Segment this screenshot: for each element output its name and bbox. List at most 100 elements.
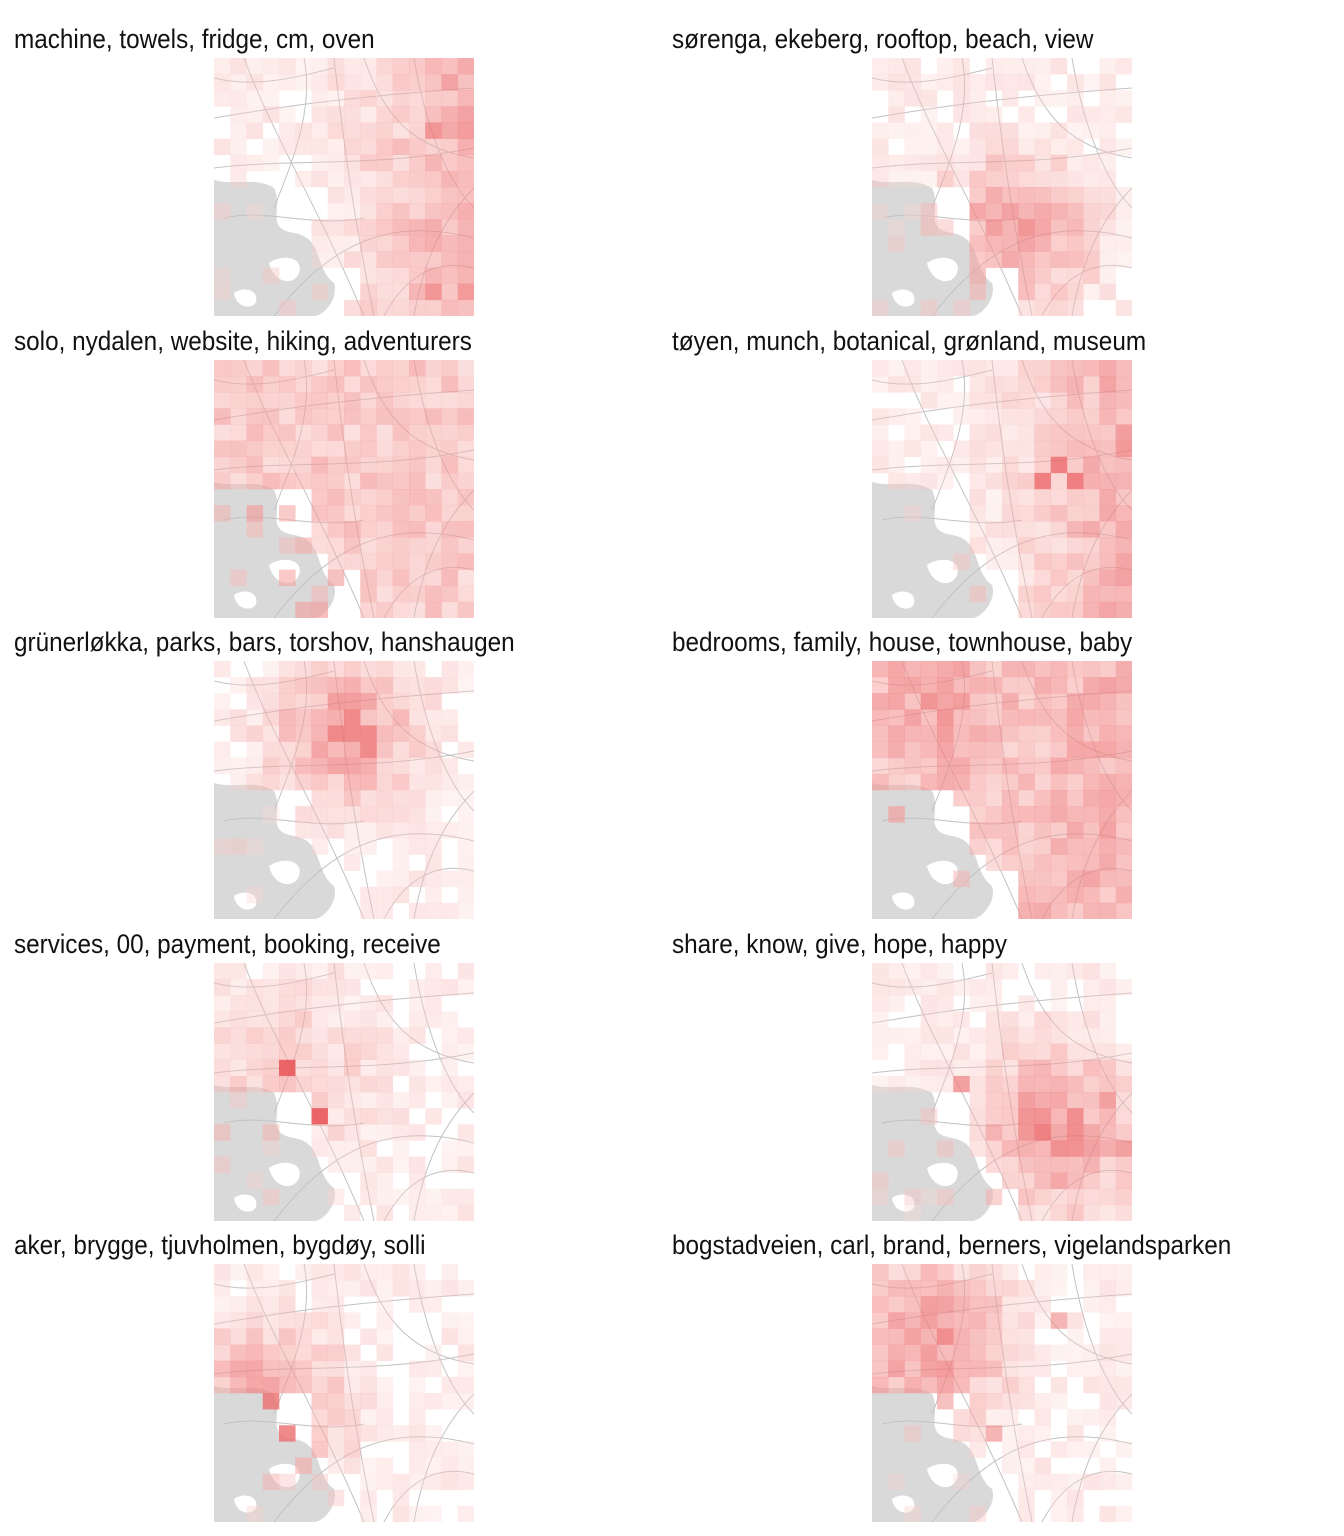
heat-cell bbox=[872, 994, 889, 1012]
heat-cell bbox=[920, 154, 938, 172]
heat-cell bbox=[1083, 1441, 1100, 1458]
heat-cell bbox=[920, 1107, 938, 1125]
heat-cell bbox=[872, 1043, 889, 1060]
heat-cell bbox=[953, 1296, 970, 1313]
heat-cell bbox=[327, 106, 345, 123]
heat-cell bbox=[985, 806, 1003, 823]
heat-cell bbox=[969, 1441, 987, 1458]
heat-cell bbox=[360, 456, 377, 473]
heat-cell bbox=[344, 1409, 361, 1426]
heat-cell bbox=[1050, 709, 1068, 726]
heat-cell bbox=[360, 1457, 377, 1474]
heat-cell bbox=[1034, 585, 1052, 602]
heat-cell bbox=[457, 90, 474, 107]
heat-cell bbox=[392, 536, 410, 554]
heat-cell bbox=[279, 978, 296, 996]
heat-cell bbox=[1099, 74, 1117, 91]
heat-cell bbox=[409, 1296, 426, 1313]
heat-cell bbox=[360, 962, 377, 979]
heat-cell bbox=[409, 709, 426, 726]
heat-cell bbox=[311, 1312, 329, 1329]
heat-cell bbox=[230, 962, 247, 979]
heat-cell bbox=[1002, 1075, 1019, 1092]
heat-cell bbox=[1002, 773, 1019, 791]
heat-cell bbox=[279, 472, 296, 489]
heat-cell bbox=[230, 359, 247, 376]
heat-cell bbox=[1050, 1139, 1068, 1157]
heat-cell bbox=[279, 375, 296, 393]
heat-cell bbox=[230, 391, 247, 409]
heat-cell bbox=[1099, 219, 1117, 236]
heat-cell bbox=[441, 235, 459, 252]
heat-cell bbox=[1083, 854, 1100, 871]
heat-cell bbox=[904, 1296, 922, 1313]
heat-cell bbox=[295, 1457, 312, 1474]
heat-cell bbox=[1002, 170, 1019, 188]
heat-cell bbox=[360, 1505, 377, 1522]
heat-cell bbox=[969, 504, 987, 522]
heat-cell bbox=[920, 359, 938, 376]
heat-cell bbox=[969, 407, 987, 425]
heat-cell bbox=[360, 504, 377, 522]
heat-cell bbox=[441, 407, 459, 425]
road-line bbox=[383, 1470, 474, 1522]
heat-cell bbox=[1083, 1264, 1100, 1281]
heat-cell bbox=[1018, 854, 1035, 871]
heat-cell bbox=[1034, 1043, 1052, 1060]
heat-cell bbox=[311, 235, 329, 252]
heat-cell bbox=[1115, 203, 1132, 220]
heat-cell bbox=[1083, 709, 1100, 726]
heat-cell bbox=[409, 1172, 426, 1189]
panel-title: aker, brygge, tjuvholmen, bygdøy, solli bbox=[14, 1230, 426, 1260]
heat-cell bbox=[969, 203, 987, 220]
heat-cell bbox=[1115, 488, 1132, 505]
heat-cell bbox=[953, 154, 970, 172]
heat-cell bbox=[457, 661, 474, 678]
road-line bbox=[413, 1092, 474, 1221]
heat-cell bbox=[1083, 187, 1100, 204]
heat-cell bbox=[953, 553, 970, 570]
heat-cell bbox=[1018, 601, 1035, 618]
road-line bbox=[363, 962, 474, 1063]
heat-cell bbox=[360, 1156, 377, 1173]
road-line bbox=[413, 790, 474, 919]
heat-cell bbox=[311, 359, 329, 376]
heat-cell bbox=[1018, 1280, 1035, 1297]
heat-cell bbox=[295, 741, 312, 759]
heat-cell bbox=[360, 553, 377, 570]
heat-cell bbox=[904, 741, 922, 759]
heat-cell bbox=[360, 1010, 377, 1028]
heat-cell bbox=[1050, 978, 1068, 996]
heat-cell bbox=[1050, 1027, 1068, 1044]
heat-cell bbox=[311, 601, 329, 618]
heat-cell bbox=[1067, 1107, 1084, 1125]
heat-cell bbox=[441, 553, 459, 570]
heat-cell bbox=[230, 709, 247, 726]
heat-cell bbox=[425, 757, 442, 775]
heat-cell bbox=[344, 1043, 361, 1060]
heat-cell bbox=[279, 1075, 296, 1092]
heat-cell bbox=[920, 709, 938, 726]
heat-cell bbox=[409, 1091, 426, 1108]
heat-cell bbox=[457, 1156, 474, 1173]
island-shape bbox=[269, 860, 300, 885]
heat-cell bbox=[920, 1344, 938, 1362]
heat-cell bbox=[262, 1312, 280, 1329]
heat-cell bbox=[1050, 1010, 1068, 1028]
heat-cell bbox=[425, 1010, 442, 1028]
heat-cell bbox=[360, 375, 377, 393]
heat-cell bbox=[888, 661, 905, 678]
heat-cell bbox=[344, 58, 361, 75]
panel-title: machine, towels, fridge, cm, oven bbox=[14, 24, 375, 54]
heat-cell bbox=[360, 472, 377, 489]
heat-cell bbox=[344, 90, 361, 107]
road-line bbox=[223, 214, 365, 222]
heat-cell bbox=[1099, 790, 1117, 807]
heat-cell bbox=[1115, 1360, 1132, 1378]
heat-cell bbox=[295, 375, 312, 393]
heat-cell bbox=[985, 154, 1003, 172]
heat-cell bbox=[279, 1344, 296, 1362]
heat-cell bbox=[937, 1264, 954, 1281]
heat-cell bbox=[888, 806, 905, 823]
heat-cell bbox=[937, 725, 954, 742]
